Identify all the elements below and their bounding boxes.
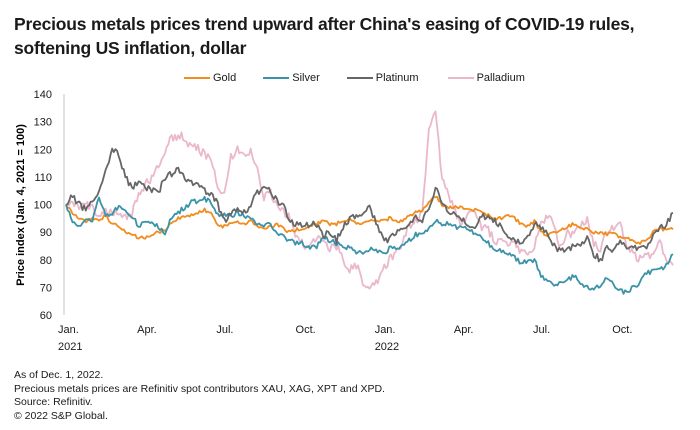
legend-label-platinum: Platinum	[375, 72, 419, 84]
x-tick-label: Apr.	[454, 324, 474, 336]
series-line-gold	[65, 195, 674, 245]
legend-label-palladium: Palladium	[476, 72, 525, 84]
y-tick-label: 70	[40, 282, 52, 294]
x-tick-label: Jan.	[58, 324, 79, 336]
chart-legend: Gold Silver Platinum Palladium	[184, 70, 555, 86]
x-axis-ticks: Jan. 2021 Apr. Jul. Oct. Jan. 2022 Apr. Jul. Oct.	[58, 324, 632, 353]
y-tick-label: 80	[40, 255, 52, 267]
y-tick-label: 100	[34, 200, 52, 212]
y-tick-label: 110	[34, 172, 52, 184]
x-tick-year-label: 2021	[58, 341, 82, 353]
legend-swatch-platinum	[346, 77, 373, 79]
note-copyright: © 2022 S&P Global.	[14, 409, 108, 422]
chart-notes: As of Dec. 1, 2022. Precious metals pric…	[14, 369, 385, 423]
legend-item-gold: Gold	[184, 72, 236, 84]
x-tick-label: Jul.	[533, 324, 550, 336]
legend-item-palladium: Palladium	[447, 72, 525, 84]
note-description: Precious metals prices are Refinitiv spo…	[14, 382, 385, 395]
note-source: Source: Refinitiv.	[14, 396, 93, 408]
x-tick-label: Apr.	[137, 324, 157, 336]
legend-item-silver: Silver	[263, 72, 320, 84]
note-as-of: As of Dec. 1, 2022.	[14, 369, 104, 381]
y-tick-label: 130	[34, 117, 52, 129]
legend-swatch-silver	[263, 77, 290, 79]
x-tick-year-label: 2022	[375, 341, 399, 353]
x-tick-label: Jan.	[375, 324, 396, 336]
x-tick-label: Oct.	[612, 324, 632, 336]
series-lines	[65, 110, 674, 295]
series-line-platinum	[65, 147, 674, 263]
y-axis-ticks: 60 70 80 90 100 110 120 130 140	[34, 89, 52, 322]
legend-swatch-gold	[184, 77, 210, 79]
chart-title: Precious metals prices trend upward afte…	[14, 14, 635, 58]
legend-label-silver: Silver	[292, 72, 320, 84]
legend-item-platinum: Platinum	[346, 72, 419, 84]
y-tick-label: 60	[40, 310, 52, 322]
legend-label-gold: Gold	[213, 72, 237, 84]
legend-swatch-palladium	[447, 77, 474, 79]
y-tick-label: 120	[34, 144, 52, 156]
series-line-silver	[65, 195, 674, 295]
x-tick-label: Jul.	[216, 324, 233, 336]
series-line-palladium	[65, 110, 674, 290]
y-axis-title: Price index (Jan. 4, 2021 = 100)	[15, 124, 27, 286]
x-tick-label: Oct.	[296, 324, 316, 336]
y-tick-label: 90	[40, 227, 52, 239]
y-tick-label: 140	[34, 89, 52, 101]
